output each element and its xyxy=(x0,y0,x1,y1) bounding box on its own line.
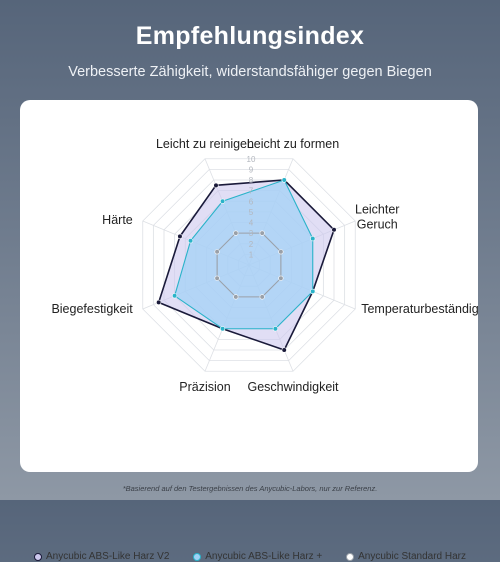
data-point xyxy=(310,288,316,295)
legend-swatch xyxy=(34,552,42,561)
legend-swatch xyxy=(346,552,355,561)
tick-label: 9 xyxy=(249,165,254,174)
tick-label: 1 xyxy=(249,250,254,259)
tick-label: 7 xyxy=(249,187,254,196)
data-point xyxy=(219,198,226,204)
axis-label: Geschwindigkeit xyxy=(248,380,340,394)
tick-label: 5 xyxy=(249,208,254,217)
data-point xyxy=(259,230,265,236)
data-point xyxy=(331,227,337,233)
data-point xyxy=(310,235,316,242)
data-point xyxy=(281,177,287,183)
data-point xyxy=(156,299,162,306)
legend-item: Anycubic ABS-Like Harz + xyxy=(193,551,322,562)
data-point xyxy=(233,230,239,236)
data-point xyxy=(187,238,194,244)
legend-swatch xyxy=(193,552,202,561)
data-point xyxy=(172,293,178,299)
data-point xyxy=(177,233,183,239)
data-point xyxy=(278,275,284,281)
tick-label: 10 xyxy=(247,155,256,164)
data-point xyxy=(278,249,284,255)
legend-label: Anycubic ABS-Like Harz + xyxy=(205,551,323,562)
data-point xyxy=(259,294,265,300)
data-point xyxy=(233,294,239,300)
axis-label: Leicht zu reinigen xyxy=(156,137,254,151)
tick-label: 2 xyxy=(249,240,254,249)
tick-label: 8 xyxy=(249,176,254,185)
axis-label: Temperaturbeständigkeit xyxy=(361,302,478,316)
page-subtitle: Verbesserte Zähigkeit, widerstandsfähige… xyxy=(68,64,432,80)
data-point xyxy=(214,275,220,281)
axis-label: Härte xyxy=(102,213,133,227)
legend-label: Anycubic Standard Harz xyxy=(358,551,466,562)
tick-label: 3 xyxy=(249,229,254,238)
footnote: *Basierend auf den Testergebnissen des A… xyxy=(122,484,378,493)
legend-item: Anycubic ABS-Like Harz V2 xyxy=(34,551,169,562)
axis-label: Leichter Geruch xyxy=(355,202,399,231)
data-point xyxy=(214,249,220,255)
tick-label: 4 xyxy=(249,219,254,228)
data-point xyxy=(281,347,287,353)
data-point xyxy=(219,326,226,332)
chart-card: 1 2 3 4 5 6 7 8 9 10 Leicht zu formen Leichter Geruc… xyxy=(20,100,478,562)
legend-item: Anycubic Standard Harz xyxy=(346,551,466,562)
radar-chart: 12 34 5 67 8 910 Leicht zu formen Leichter Geruc… xyxy=(51,137,478,394)
chart-legend: Anycubic ABS-Like Harz V2 Anycubic ABS-Li… xyxy=(20,551,478,562)
data-point xyxy=(213,182,219,188)
tick-label: 6 xyxy=(249,197,254,206)
legend-label: Anycubic ABS-Like Harz V2 xyxy=(46,551,170,562)
axis-label: Präzision xyxy=(179,380,230,394)
axis-label: Biegefestigkeit xyxy=(51,302,133,316)
data-point xyxy=(272,326,279,332)
page-title: Empfehlungsindex xyxy=(135,22,365,50)
axis-label: Leicht zu formen xyxy=(247,137,339,151)
